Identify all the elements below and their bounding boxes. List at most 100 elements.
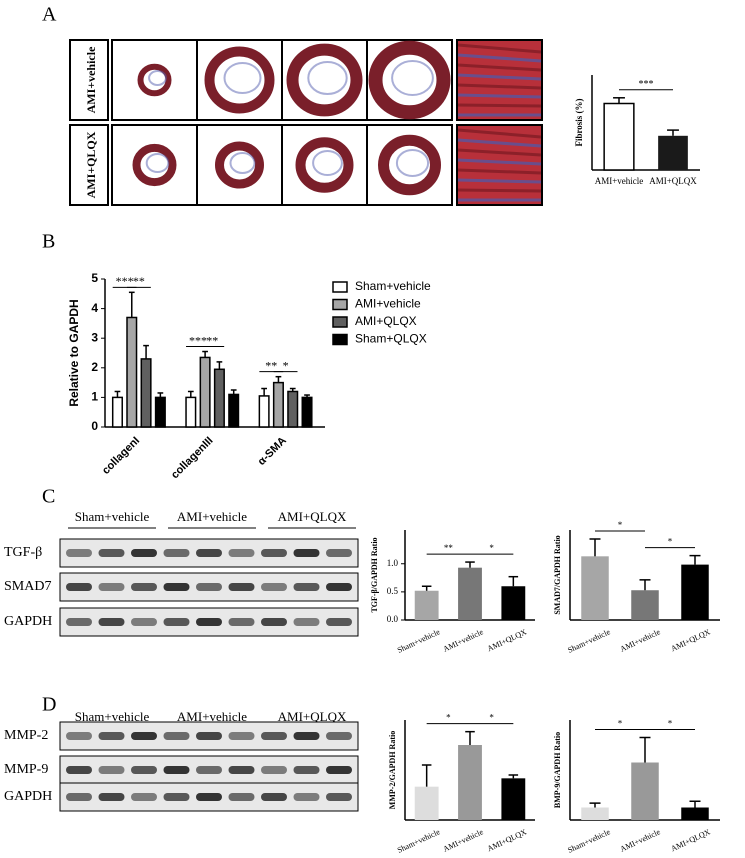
significance-label: * [489, 713, 494, 723]
significance-label: ** [265, 358, 277, 372]
bar [414, 590, 439, 620]
band [196, 549, 222, 557]
significance-label: * [668, 537, 673, 547]
fiber [457, 43, 542, 54]
band [196, 583, 222, 591]
band [163, 732, 190, 740]
tissue-edge [229, 152, 256, 174]
band [131, 618, 157, 626]
significance-label: ** [206, 333, 218, 347]
x-tick-label: AMI+vehicle [619, 827, 662, 854]
fiber [457, 188, 542, 193]
band [261, 583, 287, 591]
bar [111, 396, 123, 428]
band [131, 793, 157, 801]
chart: Fibrosis (%) AMI+vehicle AMI+QLQX [574, 98, 697, 186]
tissue [368, 40, 451, 120]
legend-swatch [332, 281, 348, 293]
bar [501, 586, 526, 620]
row-label: AMI+vehicle [84, 46, 98, 113]
panel-label: B [42, 231, 55, 253]
band [228, 793, 255, 801]
row-label: MMP-2 [4, 728, 48, 743]
bar [581, 807, 609, 820]
fiber [457, 158, 542, 166]
bar [258, 395, 270, 428]
band [196, 732, 222, 740]
band [131, 766, 157, 774]
band [293, 618, 320, 626]
band [293, 583, 320, 591]
legend-label: AMI+vehicle [355, 297, 421, 311]
significance-label: * [618, 719, 623, 729]
significance-label: * [283, 358, 289, 372]
significance-label: * [668, 719, 673, 729]
image-frame [111, 39, 198, 121]
band [261, 549, 287, 557]
bar [631, 762, 659, 820]
bar [603, 102, 635, 171]
y-tick-label: 4 [91, 301, 98, 315]
bar [658, 135, 688, 170]
legend-swatch [332, 316, 348, 328]
fiber [457, 63, 542, 72]
band [326, 793, 352, 801]
tissue-edge [312, 150, 343, 176]
x-tick-label: AMI+QLQX [669, 827, 711, 853]
y-tick-label: 5 [91, 271, 98, 285]
x-tick-label: collagenIII [169, 435, 216, 482]
legend-label: Sham+QLQX [355, 332, 427, 346]
group-label: Sham+vehicle [75, 509, 150, 524]
x-tick-label: Sham+vehicle [566, 627, 612, 655]
band [228, 766, 255, 774]
band [326, 766, 352, 774]
band [326, 583, 352, 591]
row-box [69, 124, 109, 206]
significance-label: * [446, 713, 451, 723]
y-tick-label: 0 [91, 419, 98, 433]
panel-label: C [42, 486, 55, 508]
x-tick-label: AMI+vehicle [442, 627, 485, 654]
legend-swatch [332, 298, 348, 311]
legend-swatch [332, 333, 348, 346]
fiber [457, 138, 542, 148]
bar [458, 745, 482, 820]
group-label: AMI+vehicle [177, 709, 247, 724]
band [98, 549, 125, 557]
bar [272, 381, 284, 428]
band [66, 766, 92, 774]
row-box [69, 39, 109, 121]
band [196, 618, 222, 626]
x-tick-label: AMI+vehicle [442, 827, 485, 854]
bar [228, 393, 240, 428]
tissue-edge [395, 149, 430, 177]
fiber [457, 128, 542, 139]
band [228, 618, 255, 626]
band [261, 793, 287, 801]
bar [458, 567, 482, 620]
group-label: AMI+QLQX [278, 509, 347, 524]
band [98, 793, 125, 801]
bar [501, 778, 526, 820]
row-label: GAPDH [4, 614, 52, 629]
tissue [378, 134, 441, 196]
bar [681, 564, 709, 620]
band [293, 732, 320, 740]
band [163, 549, 190, 557]
band [228, 732, 255, 740]
x-tick-label: α-SMA [256, 435, 289, 468]
x-tick-label: AMI+vehicle [595, 176, 644, 186]
band [163, 793, 190, 801]
row-label: MMP-9 [4, 762, 48, 777]
band [261, 732, 287, 740]
band [131, 549, 157, 557]
band [293, 793, 320, 801]
band [131, 732, 157, 740]
panel-label: D [42, 694, 56, 716]
bar [301, 396, 313, 428]
y-axis-title: BMP-9/GAPDH Ratio [553, 732, 562, 808]
band [66, 732, 92, 740]
band [261, 618, 287, 626]
x-tick-label: AMI+QLQX [649, 176, 697, 186]
x-tick-label: Sham+vehicle [566, 827, 612, 855]
